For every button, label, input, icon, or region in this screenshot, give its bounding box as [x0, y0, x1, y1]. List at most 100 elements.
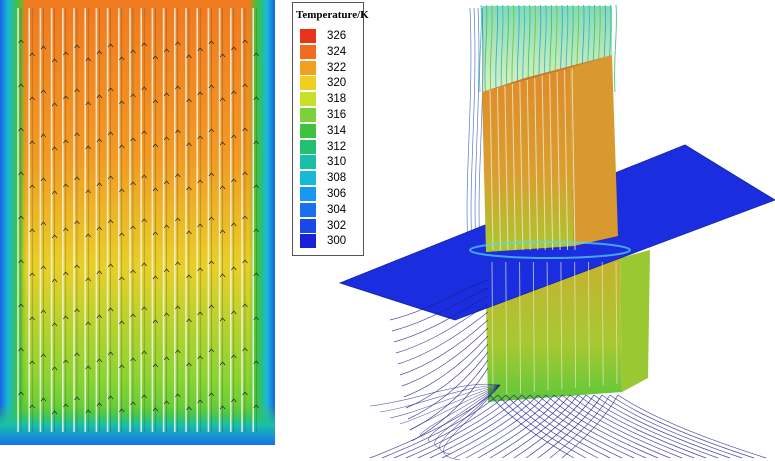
flow-arrow	[119, 144, 125, 149]
flow-arrow	[242, 83, 248, 88]
flow-arrow	[208, 40, 215, 45]
flow-arrow	[208, 84, 215, 89]
flow-arrow	[163, 224, 170, 229]
streamline	[429, 394, 531, 459]
right-3d-module-view	[338, 4, 775, 461]
streamline	[569, 394, 695, 459]
legend-label: 308	[327, 172, 347, 185]
flow-arrow	[197, 223, 203, 228]
flow-arrow	[141, 306, 147, 311]
flow-arrow	[186, 362, 192, 367]
flow-arrow	[219, 317, 226, 322]
flow-arrow	[85, 277, 91, 282]
flow-arrow	[242, 347, 248, 352]
flow-arrow	[253, 96, 259, 101]
flow-arrow	[197, 135, 203, 140]
plate-line	[574, 261, 577, 389]
plate-line	[560, 261, 563, 390]
flow-arrow	[85, 233, 91, 238]
legend-label: 314	[327, 124, 347, 137]
flow-arrow	[219, 141, 226, 146]
flow-arrow	[152, 363, 159, 368]
flow-arrow	[152, 231, 159, 236]
flow-arrow	[219, 53, 226, 58]
legend-label: 326	[327, 30, 347, 42]
flow-arrow	[175, 173, 181, 178]
module-lower-side	[620, 250, 650, 392]
streamline	[545, 394, 659, 459]
streamline	[500, 4, 504, 93]
flow-arrow	[253, 140, 259, 145]
streamline	[393, 295, 489, 343]
streamline	[409, 384, 501, 431]
module-plate-lines	[469, 67, 631, 397]
streamline	[553, 394, 671, 459]
flow-arrow	[186, 142, 192, 147]
flow-arrow	[175, 129, 181, 134]
flow-arrow	[29, 184, 35, 189]
streamline	[537, 394, 647, 459]
legend-swatch	[300, 60, 316, 75]
flow-arrow	[63, 139, 69, 144]
legend-swatch	[300, 234, 316, 249]
flow-arrow	[51, 410, 58, 415]
streamline	[484, 4, 488, 93]
streamline	[489, 4, 493, 93]
streamline	[403, 335, 489, 398]
flow-arrow	[29, 228, 35, 233]
flow-arrow	[231, 178, 237, 183]
streamline	[393, 394, 507, 459]
flow-arrow	[231, 134, 237, 139]
contour-bottom-edge	[0, 405, 275, 445]
flow-arrow	[219, 361, 226, 366]
flow-arrow	[51, 102, 58, 107]
flow-arrow	[130, 357, 136, 362]
plate-line	[532, 261, 535, 393]
flow-arrow	[208, 128, 215, 133]
streamline	[399, 384, 501, 425]
streamline	[513, 394, 611, 459]
streamline	[478, 7, 484, 246]
plate-line	[615, 261, 618, 385]
flow-arrow	[197, 179, 203, 184]
lower-streamlines	[369, 394, 767, 459]
flow-arrow	[130, 401, 136, 406]
flow-arrow	[163, 48, 170, 53]
streamline	[513, 394, 587, 459]
flow-arrow	[130, 181, 136, 186]
flow-arrow	[186, 318, 192, 323]
plate-line	[549, 73, 554, 251]
flow-arrow	[152, 99, 159, 104]
flow-arrow	[96, 270, 103, 275]
plate-line	[504, 85, 509, 251]
flow-arrow	[96, 50, 103, 55]
flow-arrow	[51, 366, 58, 371]
flow-arrow	[18, 215, 24, 220]
flow-arrow	[141, 394, 147, 399]
legend-swatch	[300, 76, 316, 91]
streamline	[470, 7, 476, 246]
flow-arrow	[18, 391, 24, 396]
flow-arrow	[96, 314, 103, 319]
streamline	[561, 394, 683, 459]
flow-arrow	[253, 360, 259, 365]
plate-line	[564, 69, 569, 251]
flow-arrow	[29, 404, 35, 409]
flow-arrow	[197, 399, 203, 404]
streamline	[593, 394, 731, 459]
legend-label: 300	[327, 235, 347, 248]
left-temperature-contour-plot	[0, 0, 275, 445]
legend-label: 306	[327, 188, 347, 200]
streamline	[453, 394, 547, 459]
flow-arrow	[163, 268, 170, 273]
flow-arrow	[163, 312, 170, 317]
flow-arrow	[208, 392, 215, 397]
flow-arrow	[186, 54, 192, 59]
flow-arrow	[119, 56, 125, 61]
flow-arrow	[29, 52, 35, 57]
streamline	[389, 279, 489, 321]
plate-line	[496, 87, 501, 251]
streamline	[474, 7, 480, 246]
streamline	[506, 4, 509, 93]
flow-arrow	[74, 352, 80, 357]
